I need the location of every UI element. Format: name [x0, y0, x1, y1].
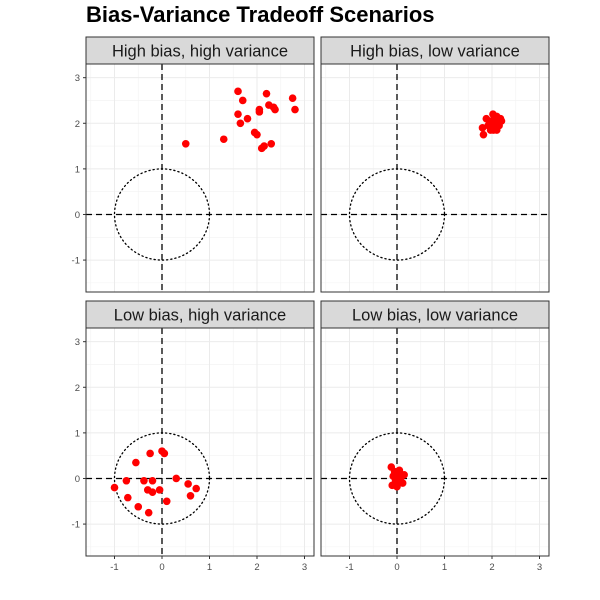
x-tick-label: 0: [159, 562, 164, 573]
y-tick-label: 0: [75, 210, 80, 221]
data-point: [243, 114, 252, 123]
data-point: [288, 94, 297, 102]
panel-border: [85, 327, 315, 557]
y-tick-label: 1: [75, 428, 80, 439]
data-point: [186, 492, 195, 500]
data-point: [148, 488, 157, 496]
data-point: [192, 484, 200, 493]
data-point: [479, 130, 488, 139]
panel-low-bias-high-variance: Low bias, high variance -1 0 1 2 3 -1 0 1 2 3: [72, 300, 315, 573]
data-point: [255, 105, 264, 114]
y-tick-label: 2: [75, 383, 80, 394]
panel-background: [321, 64, 549, 292]
x-tick-label: 0: [394, 562, 399, 573]
data-points: [181, 87, 299, 153]
y-tick-label: 0: [75, 474, 80, 485]
data-point: [267, 140, 276, 148]
data-point: [234, 87, 242, 96]
data-point: [110, 483, 119, 492]
data-point: [172, 474, 181, 483]
panel-strip: [320, 300, 550, 329]
x-tick-label: -1: [110, 562, 118, 573]
panel-border: [320, 63, 550, 293]
data-point: [271, 105, 279, 114]
panel-high-bias-high-variance: High bias, high variance -1 0 1 2 3: [72, 36, 315, 293]
x-tick-label: 2: [489, 562, 494, 573]
panel-background: [86, 328, 314, 556]
data-point: [162, 497, 171, 506]
x-tick-label: 1: [442, 562, 447, 573]
data-point: [184, 480, 192, 488]
y-tick-label: -1: [72, 256, 80, 267]
y-tick-label: 1: [75, 164, 80, 175]
data-point: [238, 96, 247, 105]
data-point: [146, 449, 154, 458]
x-tick-label: -1: [345, 562, 353, 573]
data-point: [122, 476, 131, 485]
data-point: [181, 140, 190, 148]
data-point: [393, 482, 401, 491]
gridlines: [86, 64, 314, 292]
data-point: [260, 142, 268, 150]
panel-strip-label: High bias, high variance: [112, 43, 288, 61]
data-point: [400, 471, 408, 479]
data-points: [110, 447, 200, 517]
data-point: [497, 117, 506, 125]
data-points: [387, 463, 408, 491]
data-point: [253, 130, 261, 139]
panel-strip: [85, 36, 315, 65]
data-point: [291, 105, 299, 114]
data-point: [140, 476, 148, 485]
data-point: [395, 466, 404, 475]
data-point: [132, 458, 140, 467]
data-point: [160, 449, 169, 458]
x-tick-label: 3: [302, 562, 307, 573]
panel-high-bias-low-variance: High bias, low variance: [320, 36, 550, 293]
data-point: [262, 89, 271, 98]
y-tick-label: -1: [72, 520, 80, 531]
chart-title: Bias-Variance Tradeoff Scenarios: [86, 2, 435, 27]
y-tick-label: 3: [75, 337, 80, 348]
panel-low-bias-low-variance: Low bias, low variance -1 0 1 2 3: [320, 300, 550, 573]
panel-border: [320, 327, 550, 557]
data-point: [234, 110, 242, 118]
y-tick-label: 3: [75, 73, 80, 84]
panel-strip-label: Low bias, high variance: [114, 307, 286, 325]
y-tick-label: 2: [75, 119, 80, 130]
data-point: [219, 135, 228, 144]
panel-border: [85, 63, 315, 293]
panel-strip-label: High bias, low variance: [350, 43, 520, 61]
panel-strip: [320, 36, 550, 65]
x-tick-label: 3: [537, 562, 542, 573]
gridlines: [321, 64, 549, 292]
data-point: [124, 493, 132, 502]
data-point: [155, 486, 164, 494]
data-point: [236, 119, 245, 128]
data-points: [478, 110, 506, 139]
data-point: [148, 476, 157, 485]
panel-background: [321, 328, 549, 556]
data-point: [478, 124, 487, 132]
data-point: [144, 508, 153, 517]
panel-strip-label: Low bias, low variance: [352, 307, 518, 325]
x-tick-label: 1: [207, 562, 212, 573]
x-tick-label: 2: [254, 562, 259, 573]
panel-background: [86, 64, 314, 292]
data-point: [398, 479, 407, 487]
data-point: [134, 502, 143, 511]
